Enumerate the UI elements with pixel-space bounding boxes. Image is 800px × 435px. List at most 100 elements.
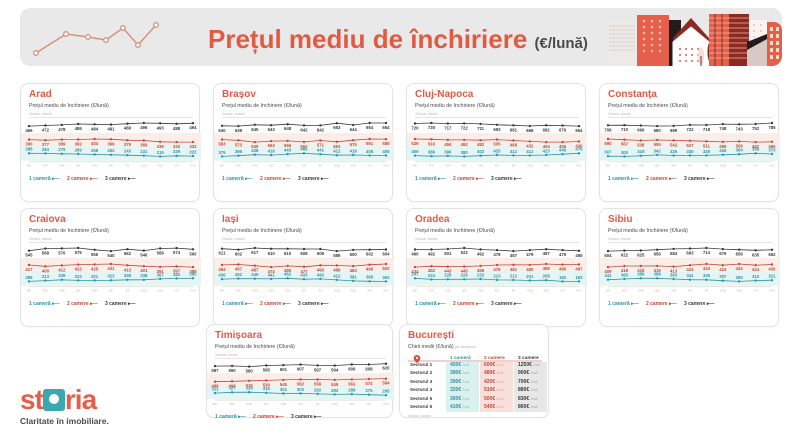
svg-text:492: 492 — [477, 252, 485, 257]
svg-text:392: 392 — [75, 142, 83, 147]
svg-text:335: 335 — [703, 273, 711, 278]
svg-text:408: 408 — [366, 149, 374, 154]
svg-text:505: 505 — [493, 142, 501, 147]
svg-text:nov: nov — [383, 164, 389, 168]
svg-text:ian: ian — [220, 164, 225, 168]
svg-text:apr: apr — [264, 402, 270, 406]
svg-text:329: 329 — [246, 386, 254, 391]
svg-text:aug: aug — [527, 289, 533, 293]
svg-text:332: 332 — [189, 144, 197, 149]
svg-text:339: 339 — [157, 144, 165, 149]
svg-text:722: 722 — [461, 125, 469, 130]
svg-text:mai: mai — [285, 164, 291, 168]
svg-text:nov: nov — [769, 289, 775, 293]
svg-text:ian: ian — [27, 164, 32, 168]
svg-text:472: 472 — [42, 128, 50, 133]
svg-text:483: 483 — [350, 268, 358, 273]
svg-text:424: 424 — [686, 267, 694, 272]
svg-text:iul: iul — [319, 164, 323, 168]
svg-text:643: 643 — [268, 127, 276, 132]
svg-text:699: 699 — [637, 128, 645, 133]
svg-text:580: 580 — [246, 369, 254, 374]
svg-text:sep: sep — [350, 289, 356, 293]
svg-text:433: 433 — [300, 273, 308, 278]
svg-text:feb: feb — [236, 289, 241, 293]
svg-text:656: 656 — [654, 252, 662, 257]
svg-text:apr: apr — [462, 289, 468, 293]
svg-text:684: 684 — [670, 251, 678, 256]
svg-text:419: 419 — [350, 148, 358, 153]
svg-text:mai: mai — [671, 289, 677, 293]
svg-text:481: 481 — [107, 127, 115, 132]
svg-text:389: 389 — [637, 272, 645, 277]
svg-text:nov: nov — [576, 164, 582, 168]
svg-text:412: 412 — [58, 267, 66, 272]
svg-text:mar: mar — [445, 164, 452, 168]
svg-text:428: 428 — [251, 148, 259, 153]
svg-text:587: 587 — [211, 368, 219, 373]
svg-text:608: 608 — [365, 367, 373, 372]
svg-text:385: 385 — [189, 272, 197, 277]
svg-text:apr: apr — [655, 289, 661, 293]
svg-text:286: 286 — [25, 147, 33, 152]
svg-text:602: 602 — [366, 252, 374, 257]
svg-text:307: 307 — [719, 274, 727, 279]
svg-text:412: 412 — [333, 273, 341, 278]
svg-text:sep: sep — [543, 289, 549, 293]
svg-text:682: 682 — [543, 127, 551, 132]
svg-text:462: 462 — [284, 272, 292, 277]
svg-text:323: 323 — [107, 274, 115, 279]
svg-text:338: 338 — [140, 273, 148, 278]
svg-text:feb: feb — [622, 164, 627, 168]
svg-text:ian: ian — [213, 402, 218, 406]
svg-text:546: 546 — [140, 253, 148, 258]
svg-text:321: 321 — [91, 274, 99, 279]
svg-text:apr: apr — [269, 289, 275, 293]
svg-text:648: 648 — [284, 126, 292, 131]
svg-text:mai: mai — [478, 289, 484, 293]
svg-text:330: 330 — [686, 149, 694, 154]
svg-text:364: 364 — [736, 148, 744, 153]
svg-text:610: 610 — [268, 251, 276, 256]
svg-text:668: 668 — [526, 128, 534, 133]
svg-text:300: 300 — [621, 150, 629, 155]
svg-text:555: 555 — [91, 252, 99, 257]
svg-text:466: 466 — [25, 128, 33, 133]
svg-text:441: 441 — [317, 148, 325, 153]
svg-text:653: 653 — [333, 125, 341, 130]
svg-text:265: 265 — [382, 389, 390, 394]
svg-text:mar: mar — [59, 289, 66, 293]
svg-text:412: 412 — [526, 149, 534, 154]
svg-text:nov: nov — [383, 402, 389, 406]
svg-text:608: 608 — [317, 251, 325, 256]
svg-text:413: 413 — [124, 267, 132, 272]
svg-text:iun: iun — [302, 289, 307, 293]
svg-text:402: 402 — [477, 149, 485, 154]
svg-text:676: 676 — [719, 251, 727, 256]
svg-text:iun: iun — [109, 164, 114, 168]
svg-text:496: 496 — [140, 125, 148, 130]
svg-text:540: 540 — [107, 253, 115, 258]
svg-text:494: 494 — [444, 142, 452, 147]
svg-text:292: 292 — [314, 387, 322, 392]
svg-text:588: 588 — [382, 141, 390, 146]
svg-text:ian: ian — [220, 289, 225, 293]
svg-text:516: 516 — [428, 141, 436, 146]
svg-text:iul: iul — [705, 164, 709, 168]
svg-text:608: 608 — [300, 251, 308, 256]
svg-text:785: 785 — [768, 125, 776, 130]
svg-text:479: 479 — [559, 252, 567, 257]
svg-text:nov: nov — [190, 164, 196, 168]
svg-text:sep: sep — [157, 289, 163, 293]
svg-text:mar: mar — [252, 164, 259, 168]
svg-text:442: 442 — [317, 272, 325, 277]
svg-text:366: 366 — [366, 275, 374, 280]
svg-text:342: 342 — [654, 148, 662, 153]
svg-text:590: 590 — [604, 141, 612, 146]
svg-text:mai: mai — [92, 164, 98, 168]
svg-text:310: 310 — [752, 274, 760, 279]
svg-text:341: 341 — [604, 273, 612, 278]
svg-text:feb: feb — [236, 164, 241, 168]
svg-text:441: 441 — [268, 272, 276, 277]
svg-text:493: 493 — [157, 125, 165, 130]
